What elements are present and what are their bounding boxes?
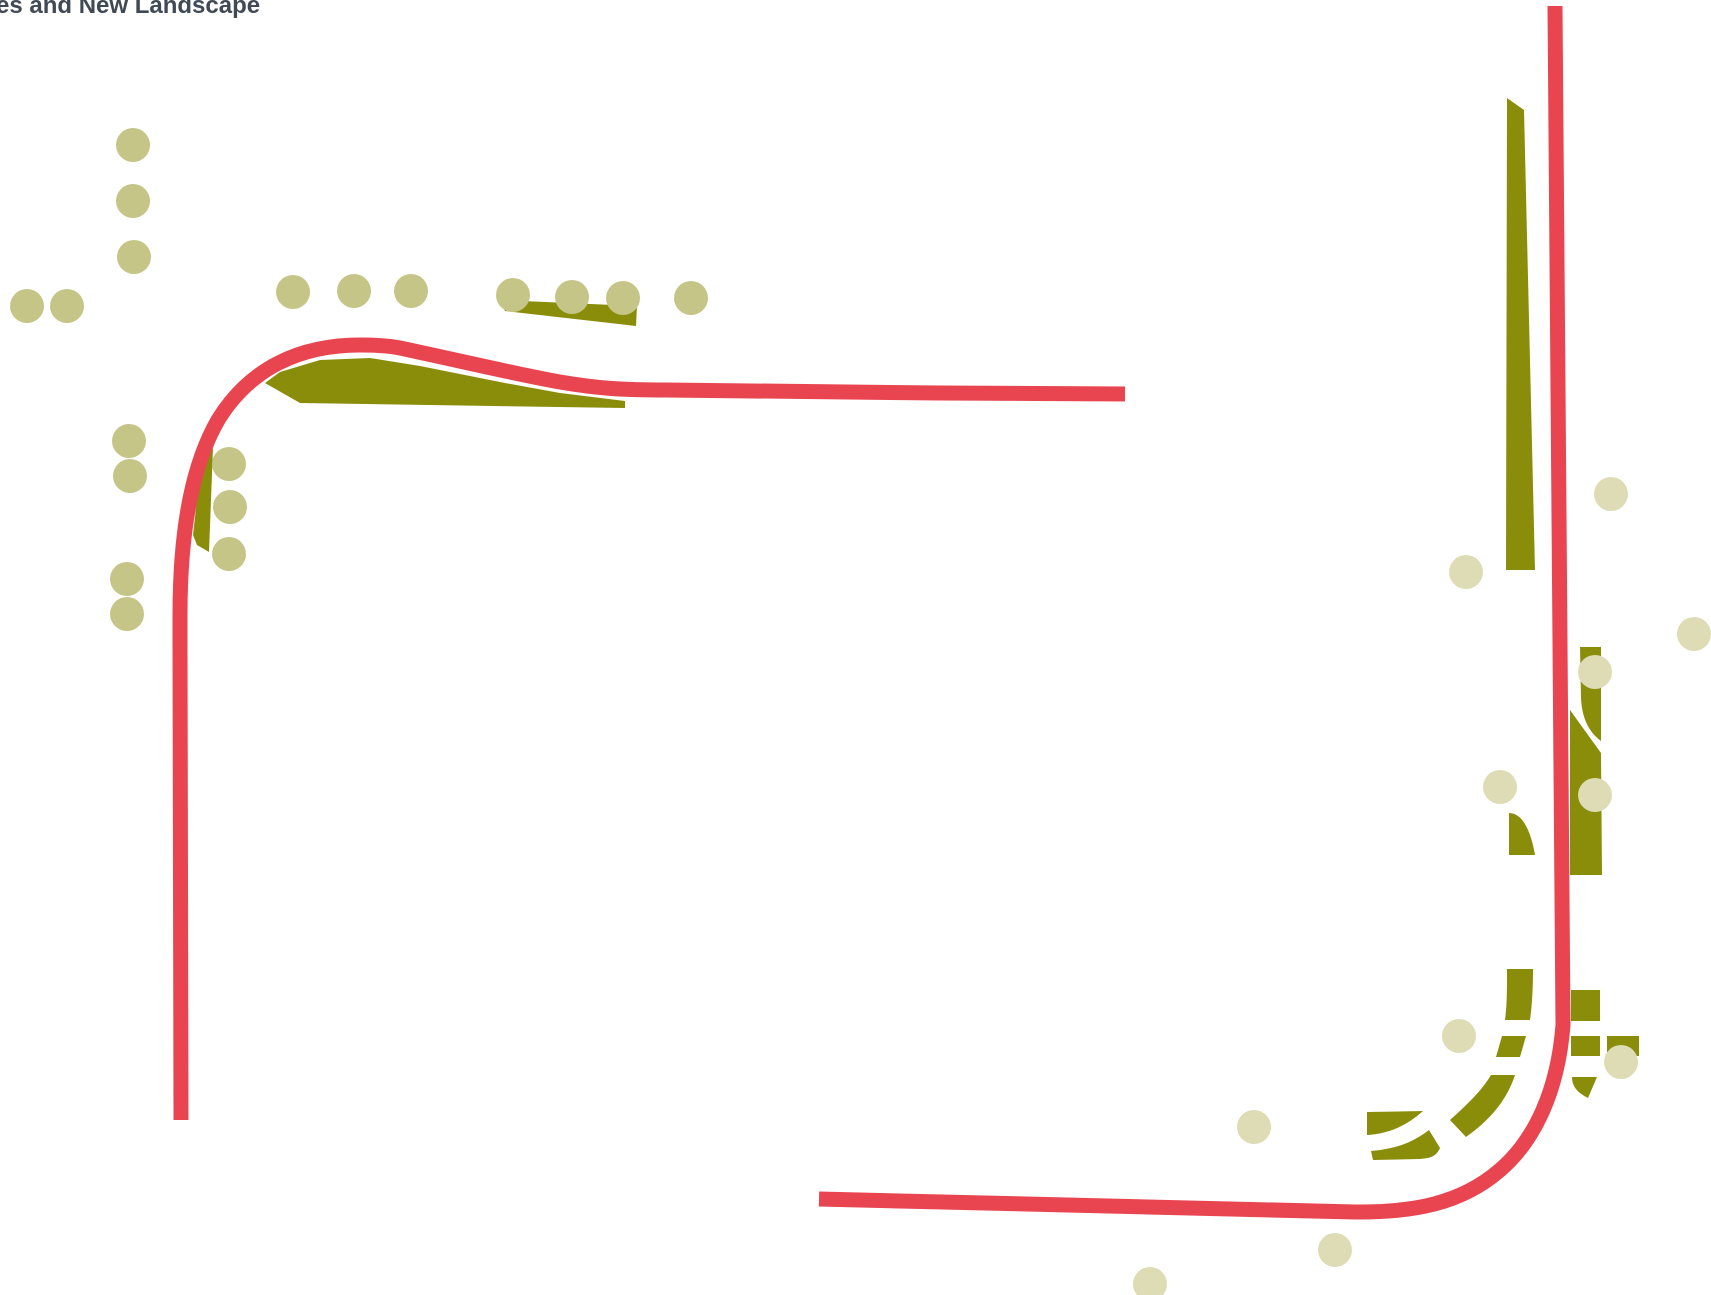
tree <box>1578 655 1612 689</box>
tree <box>1133 1267 1167 1295</box>
tree <box>337 274 371 308</box>
right-islands <box>1367 98 1639 1160</box>
tree <box>212 447 246 481</box>
tree <box>1237 1110 1271 1144</box>
tree <box>110 562 144 596</box>
tree <box>1578 778 1612 812</box>
right-road <box>818 5 1571 1220</box>
tree <box>674 281 708 315</box>
tree <box>606 281 640 315</box>
tree <box>212 537 246 571</box>
tree <box>1604 1045 1638 1079</box>
right-curve-seg-5 <box>1371 1130 1440 1160</box>
tree <box>112 424 146 458</box>
right-curve-seg-1 <box>1505 969 1533 1020</box>
right-curve-seg-3 <box>1450 1075 1515 1137</box>
tree <box>276 275 310 309</box>
tree <box>1318 1233 1352 1267</box>
right-tall-island <box>1506 98 1535 570</box>
tree <box>113 459 147 493</box>
right-small-quarter <box>1509 813 1535 855</box>
tree <box>1442 1019 1476 1053</box>
left-islands <box>193 300 637 552</box>
tree <box>116 184 150 218</box>
tree <box>1677 617 1711 651</box>
tree <box>50 289 84 323</box>
tree <box>1594 477 1628 511</box>
right-curve-seg-4 <box>1367 1111 1423 1135</box>
right-block-4 <box>1572 1077 1597 1098</box>
left-road <box>172 337 1126 1121</box>
tree <box>117 240 151 274</box>
left-west-island <box>193 448 213 552</box>
tree <box>1483 770 1517 804</box>
tree <box>1449 555 1483 589</box>
tree <box>110 597 144 631</box>
diagram-title: es and New Landscape <box>0 0 261 19</box>
tree <box>394 274 428 308</box>
tree <box>10 289 44 323</box>
tree <box>555 280 589 314</box>
right-trees <box>1133 477 1711 1295</box>
right-block-1 <box>1571 990 1600 1021</box>
tree <box>116 128 150 162</box>
tree <box>496 278 530 312</box>
left-trees <box>10 128 708 631</box>
left-upper-island <box>265 358 625 408</box>
tree <box>213 490 247 524</box>
right-block-2 <box>1571 1036 1600 1056</box>
right-curve-seg-2 <box>1496 1036 1526 1057</box>
